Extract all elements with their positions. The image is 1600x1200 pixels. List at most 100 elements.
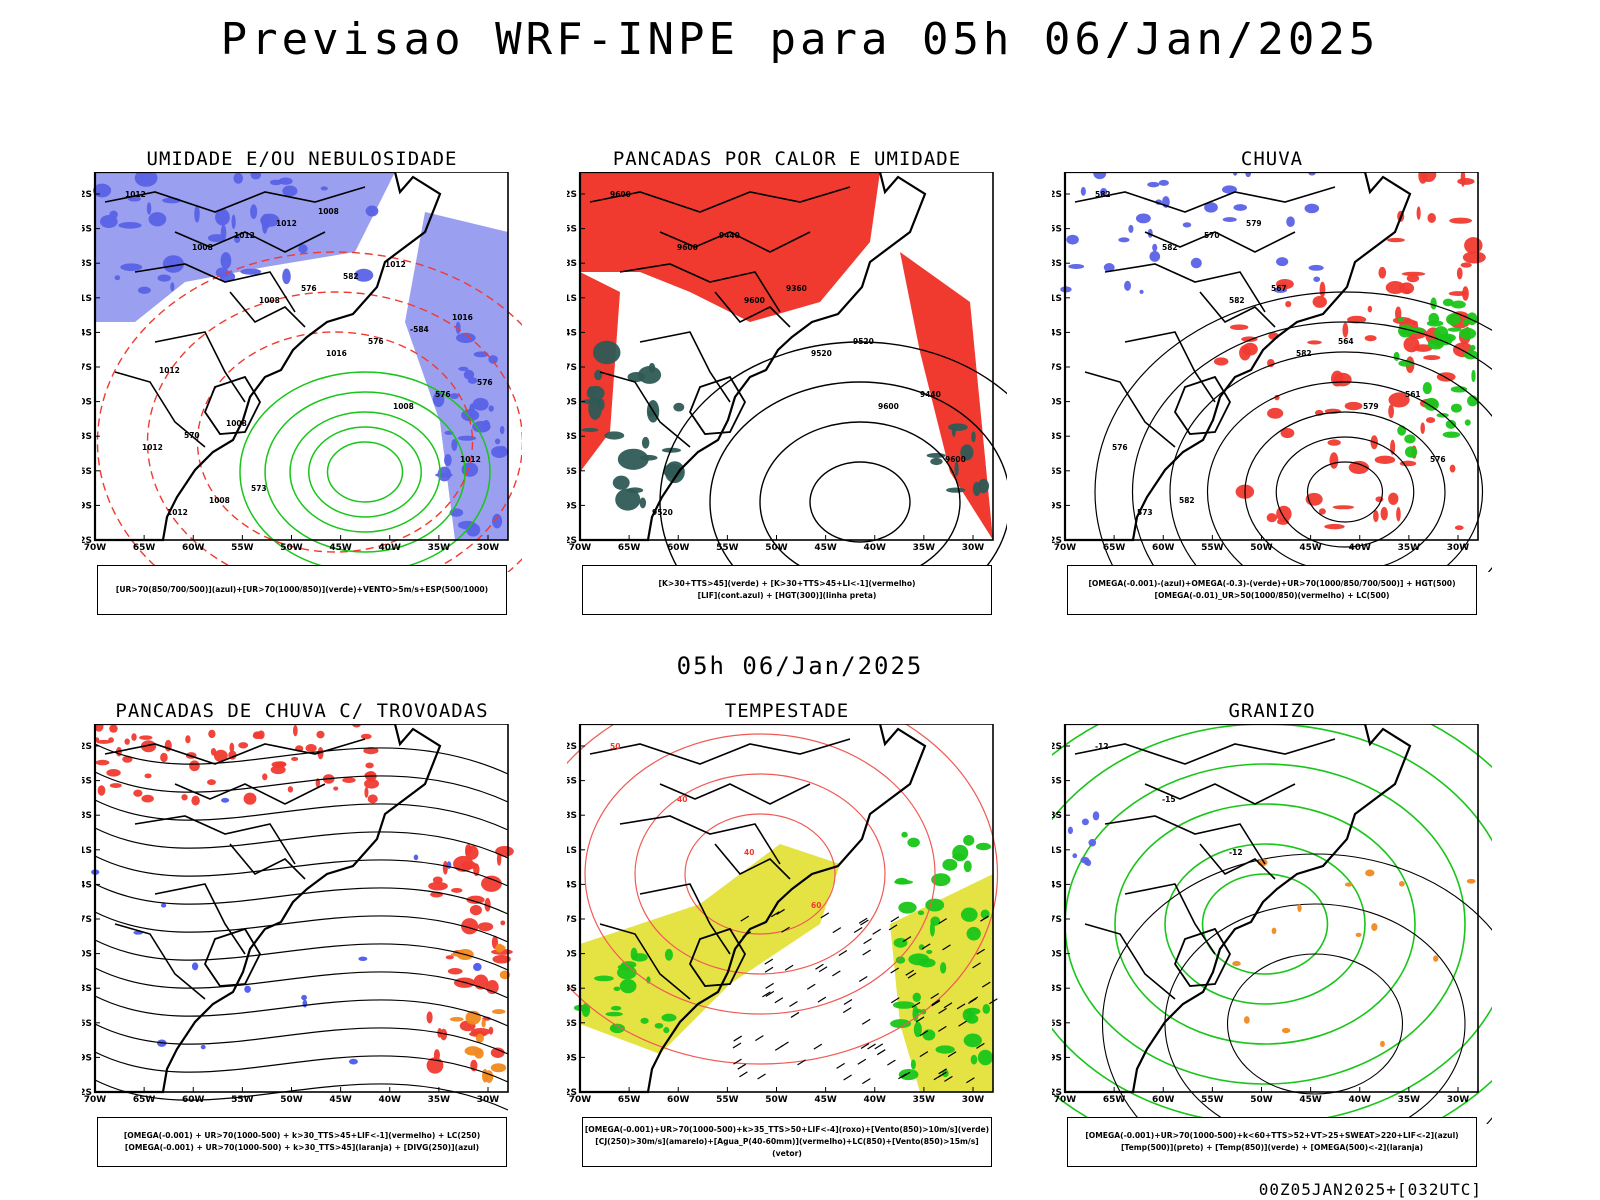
contour-label: 573	[1137, 508, 1153, 517]
humidity-strong	[455, 321, 461, 334]
wind-green	[970, 1054, 978, 1065]
contour-label: 1012	[276, 219, 297, 228]
storm-orange	[481, 1019, 486, 1028]
wind-vector	[843, 999, 853, 1006]
wind-vector	[776, 908, 785, 915]
storm-red	[488, 1026, 494, 1035]
lon-label: 40W	[379, 543, 402, 553]
lon-label: 40W	[1349, 1095, 1372, 1105]
lon-label: 40W	[864, 1095, 887, 1105]
streamline	[94, 855, 509, 887]
contour-label: 40	[677, 795, 687, 804]
green-contour	[308, 426, 422, 518]
storm-red	[445, 955, 454, 960]
thermal-green-area	[612, 475, 630, 490]
rain-red	[1344, 401, 1363, 411]
contour-label: 40	[744, 848, 754, 857]
state-border	[659, 783, 811, 805]
storm-red	[440, 1028, 448, 1041]
rain-green	[1397, 425, 1407, 436]
lon-label: 35W	[428, 1095, 451, 1105]
panel-title: UMIDADE E/OU NEBULOSIDADE	[146, 148, 458, 170]
storm-red	[109, 724, 118, 733]
lon-label: 65W	[1103, 1095, 1126, 1105]
rain-red	[1457, 177, 1475, 185]
storm-red	[367, 794, 378, 804]
storm-red	[191, 795, 200, 806]
state-border	[1199, 291, 1276, 328]
humidity-strong	[231, 214, 236, 230]
storm-red	[363, 746, 379, 755]
rain-red	[1420, 172, 1437, 183]
lat-label: 36S	[567, 467, 577, 477]
wind-vector	[853, 926, 863, 933]
wind-vector	[976, 948, 986, 955]
state-border	[229, 843, 306, 880]
rain-green	[1446, 313, 1461, 326]
rain-blue	[1222, 217, 1237, 222]
humidity-strong	[120, 263, 143, 272]
wind-vector	[915, 1016, 925, 1023]
rain-green	[1466, 312, 1478, 326]
omega-orange	[1281, 1027, 1291, 1034]
wind-vector	[842, 1007, 852, 1014]
rain-blue	[1124, 280, 1131, 291]
streamline	[94, 939, 509, 971]
contour-label: 9600	[610, 190, 631, 199]
humidity-strong	[219, 271, 236, 282]
panel-granizo: GRANIZO -12 -15 -12 12S 15S 18S 21S 24S 27S 30S 33…	[1052, 700, 1492, 1180]
wind-vector	[968, 998, 977, 1005]
contour-label: 1008	[209, 496, 230, 505]
rain-blue	[1066, 234, 1079, 245]
wind-vector	[919, 1030, 929, 1037]
rain-red	[1388, 392, 1410, 408]
wind-vector	[764, 958, 774, 965]
wind-green	[613, 986, 621, 991]
lat-label: 33S	[567, 984, 577, 994]
wind-green	[952, 844, 969, 862]
rain-green	[1434, 326, 1449, 340]
temp500-contour	[1164, 903, 1466, 1124]
wind-vector	[919, 1051, 929, 1058]
lat-label: 21S	[567, 846, 577, 856]
state-border	[589, 738, 851, 765]
lat-label: 36S	[1052, 467, 1062, 477]
wind-vector	[867, 1043, 876, 1050]
divergence-blue	[301, 994, 307, 1001]
wind-vector	[813, 1043, 823, 1050]
wind-green	[918, 944, 925, 951]
red-dashed-contour	[146, 291, 522, 572]
state-border	[1144, 783, 1296, 805]
rain-red	[1378, 266, 1387, 279]
map-tempestade: 50 40 40 60 12S 15S 18S 21S 24S 27S 30S 33S 36S 39S 42…	[567, 724, 999, 1105]
lon-label: 45W	[329, 1095, 352, 1105]
lat-label: 15S	[1052, 225, 1062, 235]
rain-red	[1374, 455, 1396, 465]
humidity-strong	[141, 174, 147, 179]
humidity-strong	[137, 286, 151, 294]
wind-vector	[765, 982, 774, 989]
wind-vector	[817, 996, 827, 1003]
wind-vector	[966, 1077, 975, 1084]
uruguay-border	[1173, 927, 1232, 987]
hail-blue	[1072, 853, 1078, 859]
wind-green	[965, 1014, 979, 1024]
wind-green	[960, 907, 978, 922]
rain-red	[1396, 506, 1401, 522]
wind-vector	[832, 970, 841, 977]
state-border	[154, 331, 246, 403]
contour-label: 9520	[811, 349, 832, 358]
wind-vector	[806, 983, 816, 990]
wind-green	[892, 1001, 915, 1009]
wind-vector	[938, 1007, 947, 1014]
legend-tempestade: [OMEGA(-0.001)+UR>70(1000-500)+k>35_TTS>…	[582, 1117, 992, 1167]
humidity-strong	[109, 210, 118, 219]
rain-blue	[1286, 216, 1295, 228]
red-dashed-contour	[196, 331, 474, 553]
storm-red	[262, 773, 268, 781]
lat-label: 24S	[82, 328, 92, 338]
wind-green	[605, 1011, 623, 1017]
contour-label: 1016	[452, 313, 473, 322]
state-border	[619, 815, 781, 865]
lon-label: 65W	[1103, 543, 1126, 553]
